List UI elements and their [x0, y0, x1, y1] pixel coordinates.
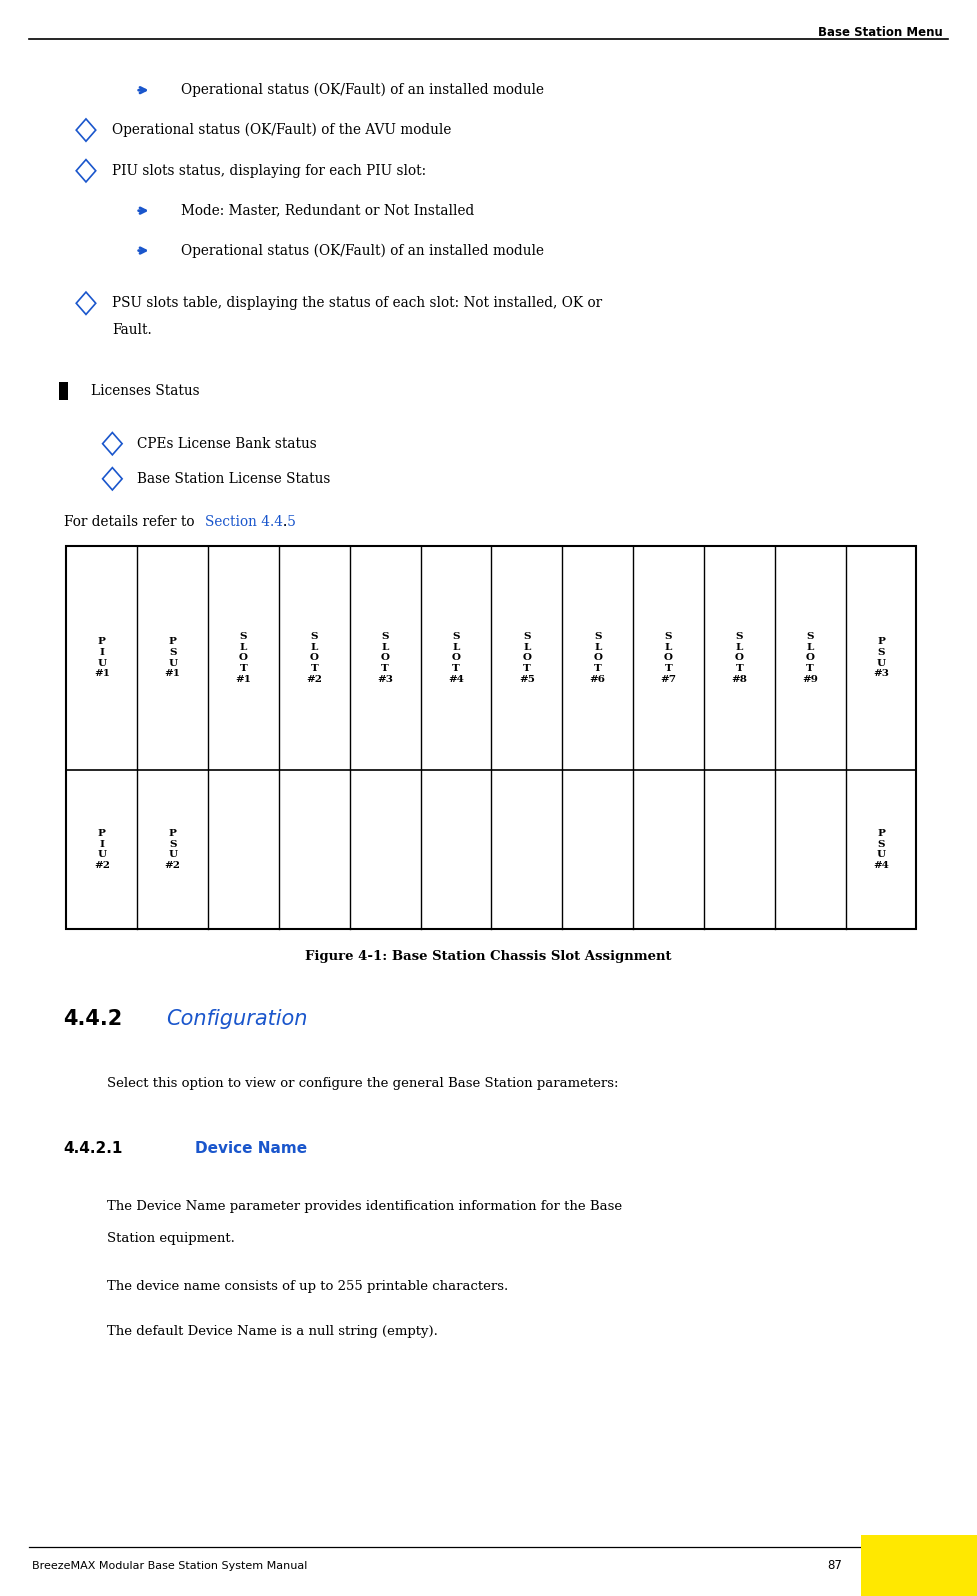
Text: S
L
O
T
#8: S L O T #8	[732, 632, 747, 683]
Text: P
I
U
#1: P I U #1	[94, 637, 109, 678]
Text: Configuration: Configuration	[166, 1009, 308, 1029]
Text: P
I
U
#2: P I U #2	[94, 828, 109, 870]
Bar	[59, 383, 68, 401]
Text: S
L
O
T
#1: S L O T #1	[235, 632, 251, 683]
Text: Base Station Menu: Base Station Menu	[818, 26, 943, 38]
Text: P
S
U
#1: P S U #1	[165, 637, 181, 678]
Text: S
L
O
T
#3: S L O T #3	[377, 632, 393, 683]
Text: P
S
U
#4: P S U #4	[873, 828, 889, 870]
Text: S
L
O
T
#5: S L O T #5	[519, 632, 534, 683]
Text: Device Name: Device Name	[195, 1141, 308, 1156]
Text: Station equipment.: Station equipment.	[107, 1232, 235, 1245]
Text: The device name consists of up to 255 printable characters.: The device name consists of up to 255 pr…	[107, 1280, 509, 1293]
Text: 87: 87	[828, 1559, 842, 1572]
Text: P
S
U
#3: P S U #3	[873, 637, 889, 678]
Text: PSU slots table, displaying the status of each slot: Not installed, OK or: PSU slots table, displaying the status o…	[112, 297, 603, 310]
Text: BreezeMAX Modular Base Station System Manual: BreezeMAX Modular Base Station System Ma…	[32, 1561, 308, 1570]
Text: P
S
U
#2: P S U #2	[165, 828, 181, 870]
Bar	[66, 546, 916, 929]
Text: Licenses Status: Licenses Status	[91, 385, 199, 397]
Text: Figure 4-1: Base Station Chassis Slot Assignment: Figure 4-1: Base Station Chassis Slot As…	[305, 950, 672, 962]
Text: CPEs License Bank status: CPEs License Bank status	[137, 437, 317, 450]
Text: For details refer to: For details refer to	[64, 516, 198, 528]
Text: Operational status (OK/Fault) of an installed module: Operational status (OK/Fault) of an inst…	[181, 243, 544, 259]
Text: The Device Name parameter provides identification information for the Base: The Device Name parameter provides ident…	[107, 1200, 622, 1213]
Text: S
L
O
T
#9: S L O T #9	[802, 632, 818, 683]
Text: Section 4.4.5: Section 4.4.5	[205, 516, 296, 528]
Text: S
L
O
T
#7: S L O T #7	[660, 632, 676, 683]
Text: .: .	[283, 516, 287, 528]
Text: Operational status (OK/Fault) of an installed module: Operational status (OK/Fault) of an inst…	[181, 83, 544, 97]
Text: S
L
O
T
#6: S L O T #6	[590, 632, 606, 683]
Text: Select this option to view or configure the general Base Station parameters:: Select this option to view or configure …	[107, 1077, 619, 1090]
Text: Fault.: Fault.	[112, 324, 152, 337]
Text: 4.4.2.1: 4.4.2.1	[64, 1141, 123, 1156]
Bar	[861, 1535, 977, 1596]
Text: The default Device Name is a null string (empty).: The default Device Name is a null string…	[107, 1325, 439, 1337]
Text: 4.4.2: 4.4.2	[64, 1009, 123, 1029]
Text: Operational status (OK/Fault) of the AVU module: Operational status (OK/Fault) of the AVU…	[112, 123, 451, 137]
Text: S
L
O
T
#2: S L O T #2	[307, 632, 322, 683]
Text: S
L
O
T
#4: S L O T #4	[448, 632, 464, 683]
Text: Base Station License Status: Base Station License Status	[137, 472, 330, 485]
Text: PIU slots status, displaying for each PIU slot:: PIU slots status, displaying for each PI…	[112, 164, 427, 177]
Text: Mode: Master, Redundant or Not Installed: Mode: Master, Redundant or Not Installed	[181, 204, 474, 217]
